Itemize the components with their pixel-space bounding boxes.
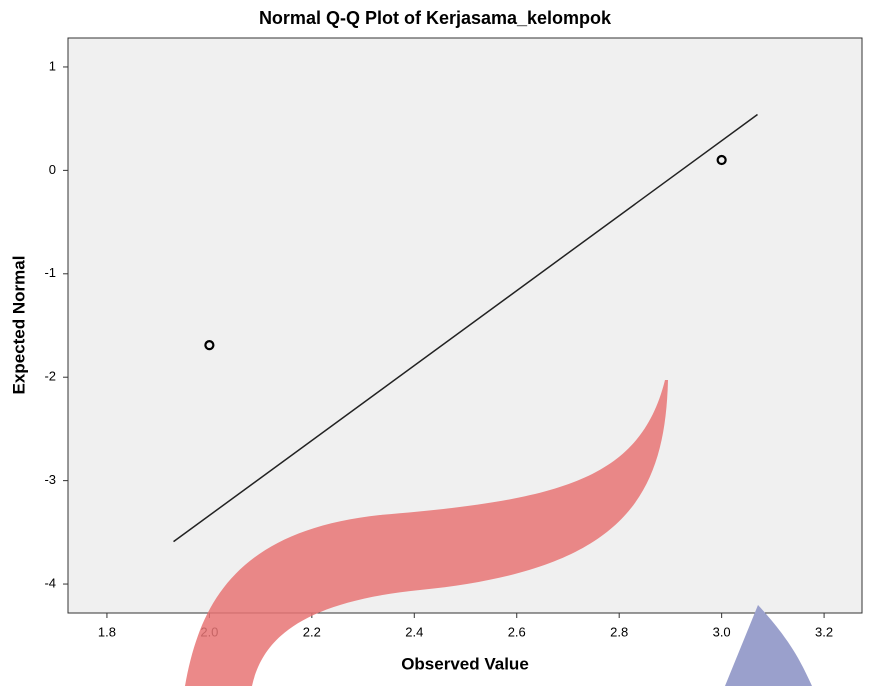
x-tick-label: 3.0: [713, 624, 731, 639]
point: [204, 340, 215, 351]
watermark: [185, 380, 668, 686]
point: [716, 154, 727, 166]
y-tick-label: -4: [44, 575, 56, 590]
x-tick-label: 3.2: [815, 624, 833, 639]
y-tick-label: 0: [49, 162, 56, 177]
watermark: [725, 605, 812, 686]
y-tick-label: -3: [44, 472, 56, 487]
reference-line: [173, 113, 758, 543]
x-tick-label: 2.8: [610, 624, 628, 639]
x-axis-label: Observed Value: [401, 654, 529, 673]
y-tick-label: -1: [44, 265, 56, 280]
y-tick-label: 1: [49, 58, 56, 73]
chart-title: Normal Q-Q Plot of Kerjasama_kelompok: [259, 8, 612, 28]
y-tick-label: -2: [44, 369, 56, 384]
x-tick-label: 2.6: [508, 624, 526, 639]
x-tick-label: 1.8: [98, 624, 116, 639]
x-tick-label: 2.4: [405, 624, 423, 639]
y-axis-label: Expected Normal: [9, 256, 28, 395]
x-tick-label: 2.2: [303, 624, 321, 639]
